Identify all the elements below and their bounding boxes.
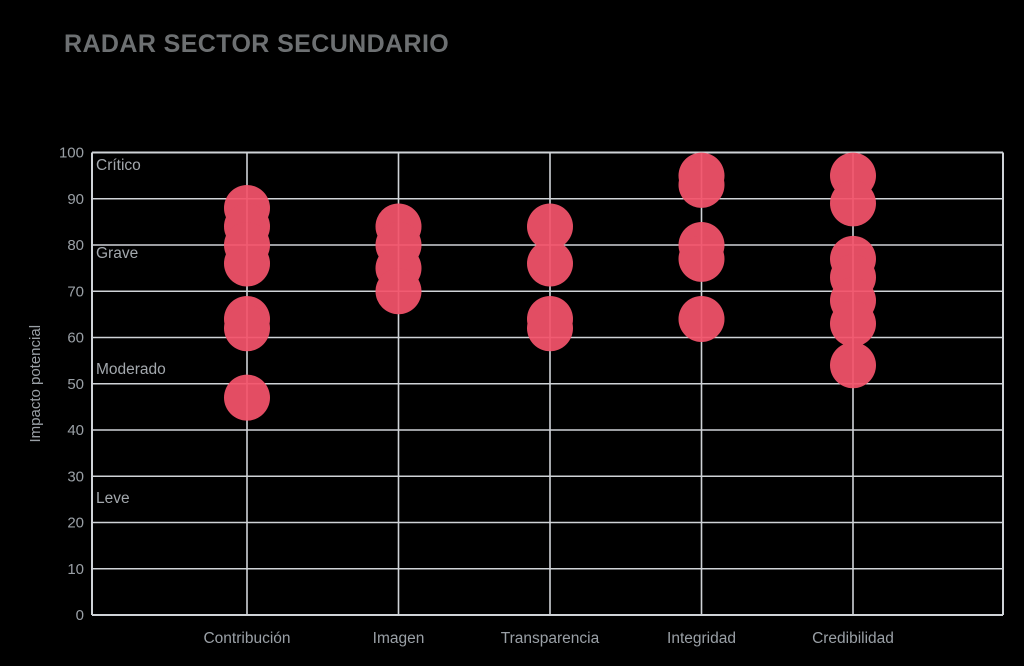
data-point-bubble [224, 240, 270, 287]
y-tick-label: 50 [67, 376, 84, 393]
y-tick-label: 10 [67, 561, 84, 578]
data-point-bubble [527, 305, 573, 352]
x-category-label: Transparencia [501, 630, 600, 647]
severity-annotations: Crítico Grave Moderado Leve [96, 157, 166, 507]
data-point-bubble [375, 268, 422, 315]
y-tick-label: 100 [59, 145, 84, 162]
data-point-bubble [224, 305, 270, 352]
y-tick-label: 20 [67, 515, 84, 532]
x-category-label: Imagen [373, 630, 425, 647]
y-tick-label: 60 [67, 330, 84, 347]
y-tick-label: 80 [67, 237, 84, 254]
severity-annotation-label: Leve [96, 490, 130, 507]
data-point-bubble [527, 203, 573, 250]
data-point-bubble [830, 300, 876, 347]
x-axis-category-labels: Contribución Imagen Transparencia Integrida… [203, 630, 893, 647]
severity-annotation-label: Grave [96, 245, 138, 262]
x-category-label: Contribución [203, 630, 290, 647]
y-axis-tick-labels: 0 10 20 30 40 50 60 70 80 90 100 [59, 145, 84, 625]
bubble-series [224, 152, 876, 421]
data-point-bubble [678, 161, 725, 208]
severity-annotation-label: Moderado [96, 361, 166, 378]
data-point-bubble [830, 180, 876, 227]
y-tick-label: 0 [76, 607, 84, 624]
y-tick-label: 70 [67, 283, 84, 300]
y-axis-title: Impacto potencial [27, 325, 44, 443]
data-point-bubble [224, 374, 270, 421]
data-point-bubble [830, 342, 876, 389]
y-tick-label: 90 [67, 191, 84, 208]
data-point-bubble [527, 240, 573, 287]
y-tick-label: 30 [67, 468, 84, 485]
x-category-label: Credibilidad [812, 630, 894, 647]
y-tick-label: 40 [67, 422, 84, 439]
severity-annotation-label: Crítico [96, 157, 141, 174]
data-point-bubble [678, 235, 725, 282]
data-point-bubble [678, 296, 725, 342]
chart-title: RADAR SECTOR SECUNDARIO [64, 30, 450, 58]
x-category-label: Integridad [667, 630, 736, 647]
